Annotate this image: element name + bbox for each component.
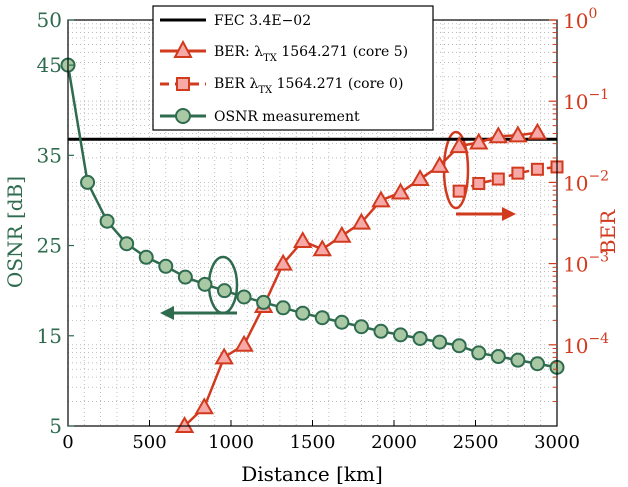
x-tick-label: 1500 bbox=[290, 432, 336, 453]
legend-box bbox=[152, 5, 434, 131]
series-osnr-point bbox=[119, 236, 135, 252]
legend-s1-marker bbox=[173, 39, 193, 58]
y-right-tick-label: 10−2 bbox=[563, 168, 609, 195]
y-left-tick-label: 25 bbox=[37, 234, 62, 258]
series-osnr-point bbox=[471, 345, 487, 361]
series-osnr-point bbox=[314, 310, 330, 326]
series-ber-core5-point bbox=[234, 334, 254, 352]
series-osnr-point bbox=[490, 349, 506, 365]
legend-s1-label: BER: λTX 1564.271 (core 5) bbox=[214, 44, 408, 64]
y-left-tick-label: 50 bbox=[37, 8, 62, 32]
series-ber-core5-point bbox=[292, 230, 313, 248]
y-right-tick-label: 10−4 bbox=[563, 331, 609, 358]
series-ber-core5-point bbox=[410, 169, 430, 187]
series-ber-core5-point bbox=[429, 155, 450, 173]
series-osnr-point bbox=[432, 334, 448, 350]
series-osnr-point bbox=[99, 213, 115, 229]
series-osnr-point bbox=[373, 323, 389, 339]
legend-s2-marker bbox=[176, 77, 190, 91]
x-tick-label: 0 bbox=[62, 432, 73, 453]
series-osnr-point bbox=[80, 174, 96, 190]
legend-s2-label: BER λTX 1564.271 (core 0) bbox=[214, 76, 403, 96]
series-ber-core5-point bbox=[214, 347, 234, 365]
series-osnr-point bbox=[138, 249, 154, 265]
series-ber-core5-point bbox=[488, 126, 509, 144]
series-ber-core5-point bbox=[449, 136, 469, 154]
series-osnr-point bbox=[451, 338, 467, 354]
y-left-tick-label: 15 bbox=[37, 324, 62, 348]
ber-axis-arrowhead bbox=[502, 207, 516, 221]
series-ber-core0-point bbox=[530, 162, 544, 176]
x-tick-label: 2000 bbox=[371, 432, 417, 453]
series-osnr-point bbox=[412, 330, 428, 346]
series-osnr-point bbox=[353, 319, 369, 335]
series-ber-core0-point bbox=[511, 166, 525, 180]
series-ber-core5-point bbox=[469, 132, 489, 150]
series-ber-core5-point bbox=[273, 253, 293, 271]
series-osnr-point bbox=[197, 276, 213, 292]
y-right-tick-label: 100 bbox=[563, 6, 597, 33]
series-osnr-point bbox=[334, 314, 350, 330]
series-ber-core5-point bbox=[371, 190, 391, 208]
y-right-tick-label: 10−3 bbox=[563, 250, 609, 277]
series-ber-core5-point bbox=[194, 397, 214, 415]
x-tick-label: 1000 bbox=[208, 432, 254, 453]
series-osnr-point bbox=[216, 283, 232, 299]
legend-fec-label: FEC 3.4E−02 bbox=[214, 13, 311, 29]
osnr-axis-arrowhead bbox=[160, 306, 174, 320]
y-left-tick-label: 35 bbox=[37, 143, 62, 167]
y-left-tick-label: 45 bbox=[37, 53, 62, 77]
series-ber-core5-point bbox=[351, 212, 372, 230]
series-ber-core0-point bbox=[491, 172, 505, 186]
axes: 0 500 1000 1500 2000 2500 3000 5 15 25 35 45 50 10−4 1… bbox=[37, 6, 610, 453]
series-ber-core5-point bbox=[312, 239, 333, 257]
series-ber-core5-point bbox=[508, 125, 528, 143]
x-tick-label: 500 bbox=[132, 432, 166, 453]
series-ber-core5-point bbox=[527, 122, 548, 140]
x-tick-label: 3000 bbox=[534, 432, 580, 453]
series-ber-core5-point bbox=[174, 415, 195, 433]
series-ber-core0-point bbox=[452, 184, 466, 198]
series-osnr-point bbox=[295, 305, 311, 321]
legend-s3-label: OSNR measurement bbox=[214, 109, 360, 125]
legend: FEC 3.4E−02 BER: λTX 1564.271 (core 5) B… bbox=[152, 5, 434, 131]
x-tick-label: 2500 bbox=[453, 432, 499, 453]
series-ber-core0-point bbox=[472, 176, 486, 190]
series-osnr-point bbox=[177, 269, 193, 285]
x-axis-label: Distance [km] bbox=[241, 462, 383, 486]
series-osnr-point bbox=[256, 294, 272, 310]
annotations bbox=[160, 130, 516, 320]
series-osnr-point bbox=[529, 356, 545, 372]
series-osnr-point bbox=[275, 300, 291, 316]
series-osnr-point bbox=[510, 352, 526, 368]
y-left-tick-label: 5 bbox=[49, 414, 62, 438]
series-osnr-point bbox=[158, 258, 174, 274]
series-ber-core5-point bbox=[390, 182, 411, 200]
series-ber-core5-point bbox=[332, 225, 352, 243]
y-right-tick-label: 10−1 bbox=[563, 87, 609, 114]
series-osnr-point bbox=[236, 289, 252, 305]
y-axis-right-label: BER bbox=[596, 209, 620, 254]
legend-s3-marker bbox=[175, 108, 191, 124]
y-axis-left-label: OSNR [dB] bbox=[3, 176, 27, 288]
series-osnr-point bbox=[393, 327, 409, 343]
